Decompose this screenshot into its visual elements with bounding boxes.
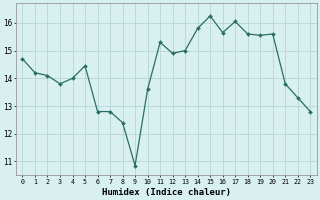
X-axis label: Humidex (Indice chaleur): Humidex (Indice chaleur) — [102, 188, 231, 197]
